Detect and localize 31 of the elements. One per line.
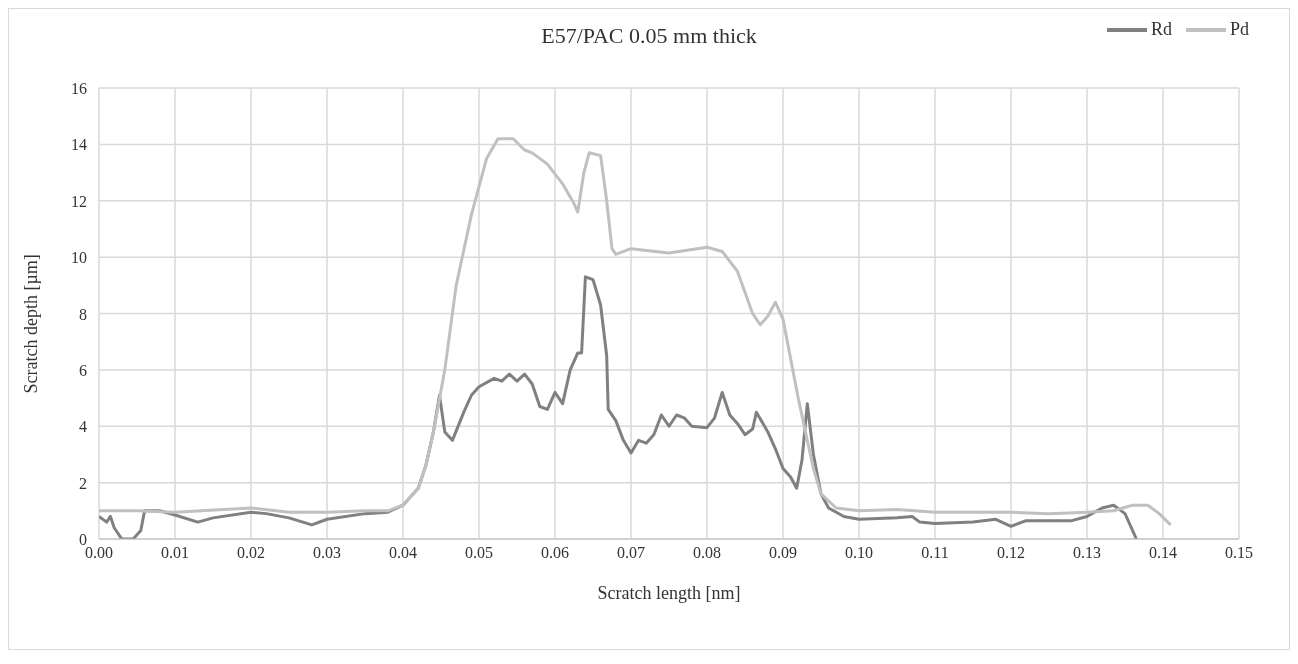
x-tick-label: 0.03: [313, 544, 341, 562]
x-tick-label: 0.07: [617, 544, 645, 562]
y-tick-label: 8: [79, 305, 87, 323]
x-tick-label: 0.15: [1225, 544, 1253, 562]
x-tick-label: 0.09: [769, 544, 797, 562]
x-tick-label: 0.10: [845, 544, 873, 562]
y-tick-label: 14: [71, 136, 87, 154]
y-tick-label: 4: [79, 418, 87, 436]
x-tick-label: 0.08: [693, 544, 721, 562]
x-tick-label: 0.01: [161, 544, 189, 562]
line-series: [99, 137, 1173, 527]
y-tick-label: 10: [71, 249, 87, 267]
legend-label: Rd: [1150, 19, 1172, 40]
chart-title: E57/PAC 0.05 mm thick: [541, 23, 757, 48]
x-tick-label: 0.11: [921, 544, 949, 562]
x-tick-label: 0.13: [1073, 544, 1101, 562]
x-axis-title: Scratch length [nm]: [597, 583, 741, 603]
x-tick-label: 0.02: [237, 544, 265, 562]
x-tick-label: 0.12: [997, 544, 1025, 562]
y-tick-label: 12: [71, 192, 87, 210]
y-tick-label: 6: [79, 361, 87, 379]
y-tick-label: 16: [71, 80, 87, 97]
x-tick-label: 0.05: [465, 544, 493, 562]
y-axis-title: Scratch depth [µm]: [21, 254, 42, 394]
y-tick-label: 0: [79, 531, 87, 548]
x-tick-label: 0.00: [85, 544, 113, 562]
x-tick-label: 0.04: [389, 544, 417, 562]
y-tick-label: 2: [79, 474, 87, 492]
x-tick-label: 0.06: [541, 544, 569, 562]
x-tick-label: 0.14: [1149, 544, 1177, 562]
legend-label: Pd: [1229, 19, 1249, 40]
